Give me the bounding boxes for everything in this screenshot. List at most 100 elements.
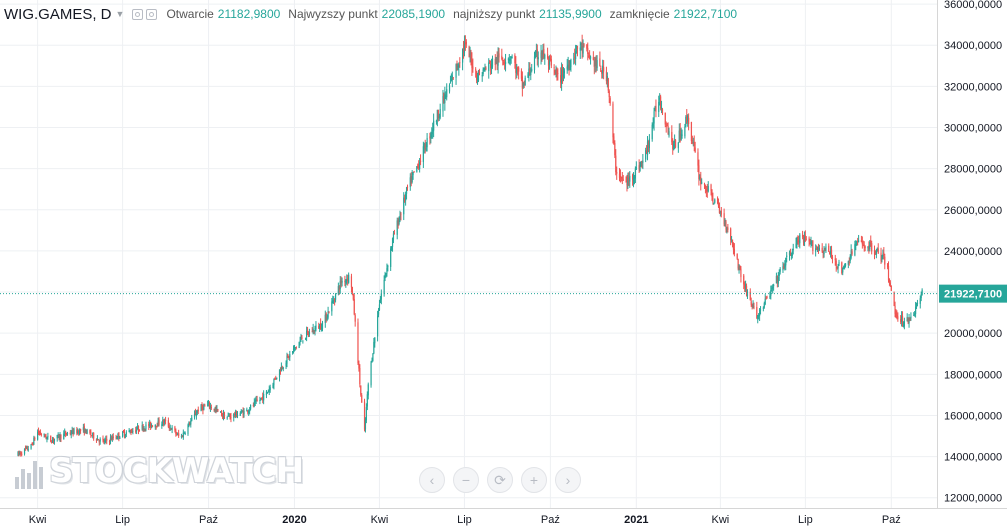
candle-body [561, 67, 564, 79]
candle-body [353, 299, 355, 315]
candle-body [815, 248, 817, 252]
candle-body [775, 276, 778, 284]
candle-body [698, 165, 700, 180]
candle-body [243, 410, 245, 415]
candle-body [45, 436, 47, 439]
candle-body [308, 331, 311, 335]
candle-body [171, 427, 173, 430]
candle-body [136, 426, 139, 430]
candle-body [658, 101, 660, 112]
candle-body [105, 438, 107, 440]
candle-body [184, 433, 186, 435]
candle-body [158, 419, 160, 425]
candle-body [809, 242, 811, 244]
candle-body [875, 250, 877, 255]
candle-body [169, 427, 171, 429]
candle-body [711, 189, 713, 198]
candle-body [921, 289, 923, 295]
candle-body [534, 53, 537, 58]
zoom-out-button[interactable]: − [453, 467, 479, 493]
candle-body [102, 437, 104, 441]
candle-body [789, 252, 792, 256]
candle-body [82, 427, 84, 431]
price-axis[interactable]: 12000,0000 14000,0000 16000,0000 18000,0000… [937, 0, 1007, 508]
candle-body [380, 293, 382, 300]
settings-icon[interactable] [146, 8, 158, 20]
candle-body [705, 189, 707, 192]
candle-body [478, 70, 481, 76]
candle-body [550, 59, 552, 66]
candle-body [155, 425, 157, 427]
candle-body [862, 244, 864, 246]
candle-body [771, 288, 773, 290]
candle-body [588, 55, 590, 58]
candle-body [599, 58, 601, 67]
time-tick-label: 2021 [624, 514, 648, 526]
candle-body [645, 150, 647, 160]
zoom-in-button[interactable]: + [521, 467, 547, 493]
candle-body [177, 433, 179, 435]
candles [17, 34, 923, 457]
candle-body [687, 115, 689, 122]
chart-area[interactable] [0, 0, 937, 508]
candle-body [880, 252, 882, 262]
candle-body [311, 331, 313, 333]
candle-body [684, 126, 686, 137]
candle-body [639, 165, 641, 171]
symbol-title[interactable]: WIG.GAMES, D [4, 5, 112, 23]
candle-body [365, 407, 367, 421]
candle-body [215, 409, 217, 411]
candle-body [529, 69, 531, 74]
candle-body [281, 367, 283, 369]
candle-body [804, 235, 806, 242]
candle-body [481, 75, 483, 77]
candle-body [210, 407, 212, 409]
candle-body [111, 436, 113, 440]
candle-body [161, 424, 163, 426]
candle-body [560, 75, 562, 83]
time-tick-label: Paź [882, 514, 901, 526]
candle-body [27, 449, 29, 451]
candle-body [289, 354, 291, 358]
candle-body [275, 377, 277, 379]
candle-body [405, 187, 408, 194]
reset-button[interactable]: ⟳ [487, 467, 513, 493]
candle-body [63, 433, 65, 440]
candle-body [424, 143, 426, 150]
scroll-right-button[interactable]: › [555, 467, 581, 493]
scroll-left-button[interactable]: ‹ [419, 467, 445, 493]
candle-body [239, 413, 241, 416]
candle-body [603, 67, 605, 72]
candle-body [490, 64, 493, 70]
candle-body [432, 129, 434, 132]
candle-body [72, 429, 74, 435]
price-tick-label: 18000,0000 [944, 369, 1002, 381]
candle-body [688, 117, 690, 125]
candle-body [461, 48, 464, 63]
candle-body [864, 246, 866, 249]
candle-body [136, 429, 138, 432]
chevron-down-icon[interactable]: ▼ [115, 9, 125, 19]
eye-icon[interactable] [132, 8, 144, 20]
time-tick-label: Paź [541, 514, 560, 526]
candle-body [286, 355, 288, 364]
candle-body [706, 190, 708, 192]
candle-body [574, 56, 576, 58]
candle-body [841, 262, 843, 274]
candle-body [856, 241, 858, 246]
candle-body [510, 56, 512, 58]
candle-body [576, 45, 579, 49]
candle-body [458, 64, 460, 68]
candle-body [514, 55, 516, 64]
time-axis[interactable]: Kwi Lip Paź 2020 Kwi Lip Paź 2021 Kwi Lip Paź [0, 508, 1007, 528]
candle-body [836, 266, 838, 269]
candle-body [860, 240, 863, 243]
candle-body [320, 322, 322, 329]
candle-body [531, 68, 533, 71]
candle-body [776, 276, 778, 283]
candle-body [24, 447, 27, 449]
candle-body [579, 47, 581, 51]
candle-body [835, 260, 837, 267]
candle-body [156, 425, 158, 427]
candle-body [475, 69, 477, 71]
